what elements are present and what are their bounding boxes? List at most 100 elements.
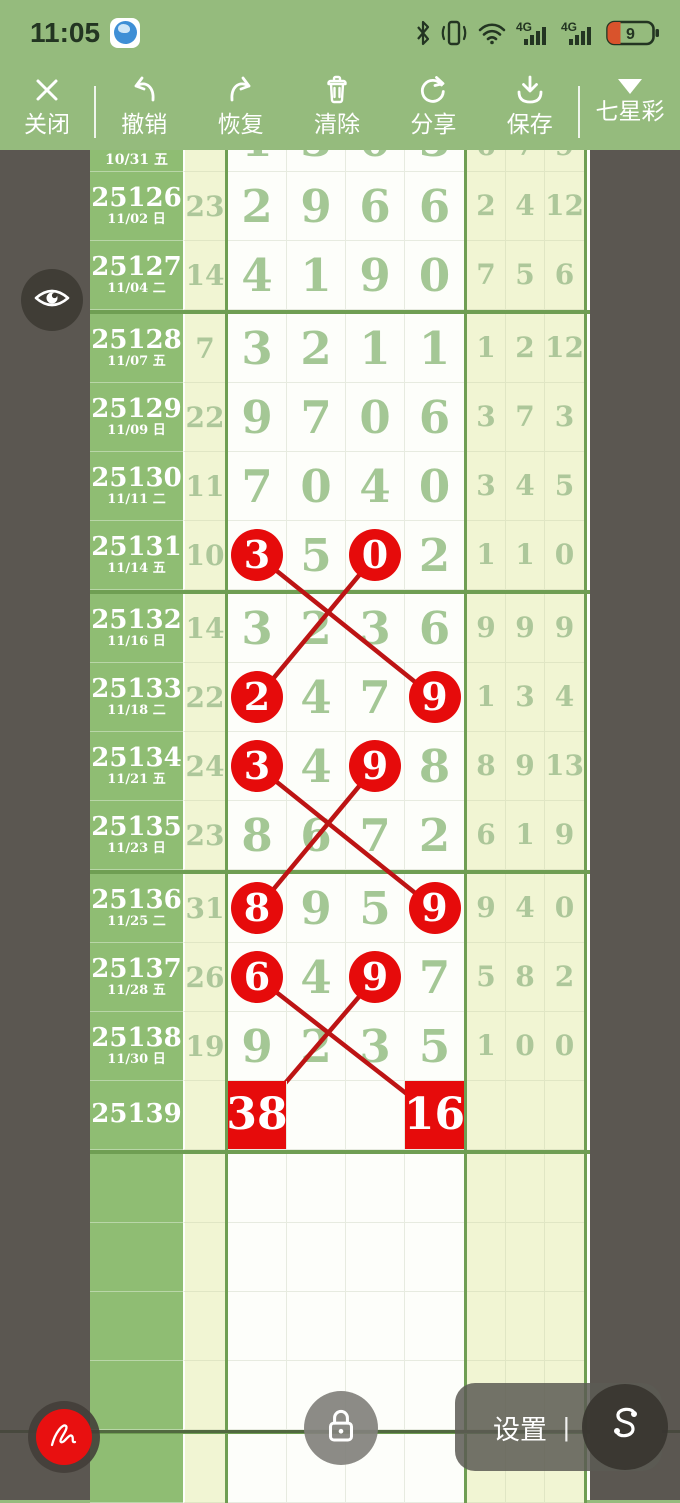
- digit-cell[interactable]: 2: [405, 801, 464, 870]
- draw-tool-button[interactable]: [28, 1401, 100, 1473]
- digit-cell[interactable]: 0: [405, 452, 464, 521]
- digit-cell[interactable]: 0: [346, 150, 405, 172]
- lock-button[interactable]: [304, 1391, 378, 1465]
- redo-button[interactable]: 恢复: [218, 65, 264, 150]
- digit-value: 1: [476, 331, 496, 364]
- sum-cell: 7: [183, 314, 225, 383]
- digit-cell[interactable]: 6: [405, 383, 464, 452]
- digit-cell[interactable]: 0: [287, 452, 346, 521]
- digit-cell[interactable]: 9: [405, 874, 464, 943]
- table-row: [90, 1154, 590, 1223]
- digit-cell[interactable]: 9: [346, 732, 405, 801]
- digit-cell[interactable]: 9: [346, 241, 405, 310]
- curve-tool-button[interactable]: [582, 1384, 668, 1470]
- digit-cell[interactable]: 5: [287, 521, 346, 590]
- digit-cell[interactable]: 1: [228, 150, 287, 172]
- digit-cell[interactable]: 7: [405, 943, 464, 1012]
- digit-cell[interactable]: 3: [228, 314, 287, 383]
- digit-cell[interactable]: 3: [346, 1012, 405, 1081]
- digit-cell[interactable]: [287, 1292, 346, 1361]
- digit-cell[interactable]: 3: [346, 594, 405, 663]
- digit-cell[interactable]: 1: [287, 241, 346, 310]
- digit-cell[interactable]: 2: [228, 172, 287, 241]
- digit-cell[interactable]: 9: [346, 943, 405, 1012]
- digit-cell[interactable]: 2: [287, 594, 346, 663]
- digit-cell[interactable]: 5: [346, 874, 405, 943]
- digit-cell[interactable]: [287, 1154, 346, 1223]
- period-date: 11/30 日: [107, 1052, 166, 1067]
- digit-cell[interactable]: [346, 1292, 405, 1361]
- digit-cell[interactable]: 9: [287, 172, 346, 241]
- digit-cell[interactable]: 9: [228, 1012, 287, 1081]
- settings-panel: 设置 |: [455, 1383, 668, 1471]
- digit-cell[interactable]: 3: [228, 594, 287, 663]
- digit-cell[interactable]: [405, 1223, 464, 1292]
- period-cell: 25126 11/02 日: [90, 172, 183, 241]
- digit-cell[interactable]: [405, 1361, 464, 1430]
- digit-cell[interactable]: 6: [405, 594, 464, 663]
- digit-cell[interactable]: 2: [287, 314, 346, 383]
- undo-button[interactable]: 撤销: [121, 65, 167, 150]
- game-picker[interactable]: 七星彩: [580, 65, 680, 150]
- digit-cell[interactable]: 0: [346, 383, 405, 452]
- digit-cell[interactable]: 6: [287, 801, 346, 870]
- digit-cell[interactable]: 3: [405, 150, 464, 172]
- digit-cell[interactable]: 1: [405, 314, 464, 383]
- digit-cell[interactable]: 4: [287, 732, 346, 801]
- digit-cell[interactable]: 0: [346, 521, 405, 590]
- digit-cell[interactable]: 1: [346, 314, 405, 383]
- digit-cell[interactable]: [287, 1081, 346, 1150]
- sum-cell: [183, 1361, 225, 1430]
- digit-cell[interactable]: [405, 1434, 464, 1503]
- digit-cell[interactable]: 5: [405, 1012, 464, 1081]
- digit-cell[interactable]: 3: [287, 150, 346, 172]
- table-row: 25133 11/18 二 22 2 4 7 9 1 3 4: [90, 663, 590, 732]
- digit-cell[interactable]: 2: [287, 1012, 346, 1081]
- clear-button[interactable]: 清除: [314, 65, 360, 150]
- toggle-visibility-button[interactable]: [21, 269, 83, 331]
- share-button[interactable]: 分享: [410, 65, 456, 150]
- digit-cell[interactable]: [405, 1154, 464, 1223]
- digit-cell[interactable]: 4: [287, 943, 346, 1012]
- digit-cell[interactable]: 6: [405, 172, 464, 241]
- digit-cell[interactable]: 7: [287, 383, 346, 452]
- digit-cell[interactable]: 16: [405, 1081, 464, 1150]
- digit-cell[interactable]: 3: [228, 521, 287, 590]
- digit-cell[interactable]: 9: [228, 383, 287, 452]
- svg-text:4G: 4G: [516, 20, 532, 34]
- digit-cell[interactable]: 2: [405, 521, 464, 590]
- digit-cell[interactable]: 6: [346, 172, 405, 241]
- digit-cell[interactable]: [346, 1081, 405, 1150]
- digit-cell[interactable]: 4: [228, 241, 287, 310]
- digit-cell[interactable]: 0: [405, 241, 464, 310]
- settings-button[interactable]: 设置: [493, 1414, 547, 1445]
- digit-cell[interactable]: 2: [228, 663, 287, 732]
- digit-cell[interactable]: [405, 1292, 464, 1361]
- digit-cell[interactable]: 8: [228, 874, 287, 943]
- digit-cell[interactable]: [228, 1361, 287, 1430]
- digit-cell[interactable]: 6: [228, 943, 287, 1012]
- digit-cell[interactable]: [228, 1223, 287, 1292]
- digit-cell[interactable]: 8: [405, 732, 464, 801]
- digit-value: 7: [418, 950, 451, 1004]
- digit-cell[interactable]: 4: [287, 663, 346, 732]
- left-margin: [0, 150, 90, 1500]
- digit-cell[interactable]: [228, 1154, 287, 1223]
- digit-cell[interactable]: 38: [228, 1081, 287, 1150]
- digit-cell[interactable]: 4: [346, 452, 405, 521]
- close-button[interactable]: 关闭: [0, 65, 94, 150]
- save-button[interactable]: 保存: [507, 65, 553, 150]
- digit-cell[interactable]: [287, 1223, 346, 1292]
- digit-cell[interactable]: 9: [287, 874, 346, 943]
- digit-cell[interactable]: [228, 1292, 287, 1361]
- digit-cell[interactable]: [228, 1434, 287, 1503]
- digit-cell[interactable]: [346, 1223, 405, 1292]
- digit-cell[interactable]: 7: [346, 801, 405, 870]
- digit-cell[interactable]: [346, 1154, 405, 1223]
- digit-value: 4: [300, 950, 332, 1004]
- digit-cell[interactable]: 7: [346, 663, 405, 732]
- digit-cell[interactable]: 9: [405, 663, 464, 732]
- digit-cell[interactable]: 3: [228, 732, 287, 801]
- digit-cell[interactable]: 7: [228, 452, 287, 521]
- digit-cell[interactable]: 8: [228, 801, 287, 870]
